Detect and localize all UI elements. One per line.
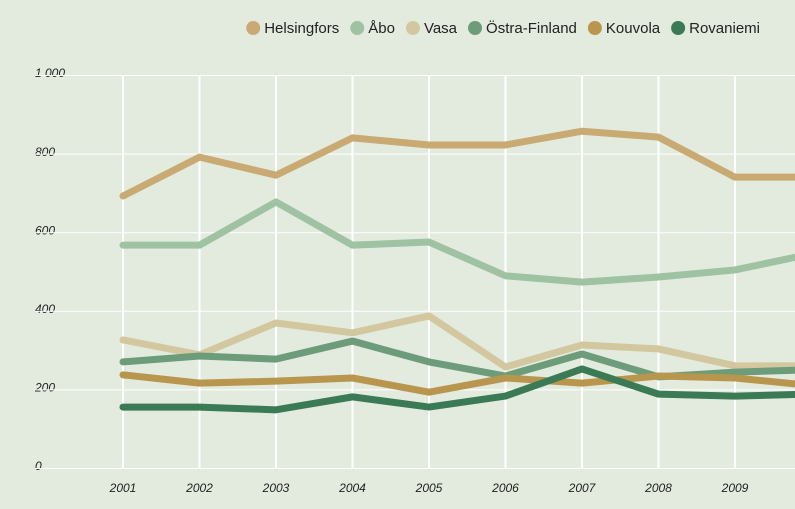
legend-label: Östra-Finland bbox=[486, 19, 577, 37]
x-tick-label: 2005 bbox=[415, 481, 443, 495]
y-tick-label: 200 bbox=[34, 381, 55, 395]
x-tick-label: 2009 bbox=[721, 481, 749, 495]
legend-marker bbox=[468, 21, 483, 35]
x-tick-label: 2004 bbox=[338, 481, 366, 495]
legend-label: Rovaniemi bbox=[689, 20, 760, 37]
legend-marker bbox=[350, 21, 365, 35]
x-tick-label: 2001 bbox=[109, 481, 137, 495]
x-tick-label: 2006 bbox=[491, 481, 519, 495]
legend-label: Helsingfors bbox=[264, 20, 339, 37]
line bbox=[119, 312, 795, 371]
line bbox=[119, 371, 795, 396]
legend-marker bbox=[587, 21, 602, 35]
legend-marker bbox=[405, 21, 420, 35]
line bbox=[119, 365, 795, 414]
y-tick-label: 0 bbox=[35, 459, 42, 473]
legend-label: Åbo bbox=[368, 20, 395, 37]
legend-marker bbox=[671, 21, 686, 35]
x-tick-label: 2008 bbox=[644, 481, 672, 495]
line bbox=[119, 198, 795, 286]
x-tick-label: 2003 bbox=[262, 481, 290, 495]
legend-label: Kouvola bbox=[606, 20, 661, 37]
y-tick-label: 600 bbox=[35, 223, 55, 237]
y-tick-label: 400 bbox=[35, 302, 55, 316]
x-tick-label: 2002 bbox=[185, 481, 213, 495]
y-tick-label: 800 bbox=[35, 145, 55, 159]
line bbox=[119, 127, 795, 200]
legend-marker bbox=[246, 21, 261, 35]
legend-label: Vasa bbox=[424, 20, 458, 37]
x-tick-label: 2007 bbox=[568, 481, 597, 495]
y-tick-label: 1 000 bbox=[35, 66, 65, 80]
